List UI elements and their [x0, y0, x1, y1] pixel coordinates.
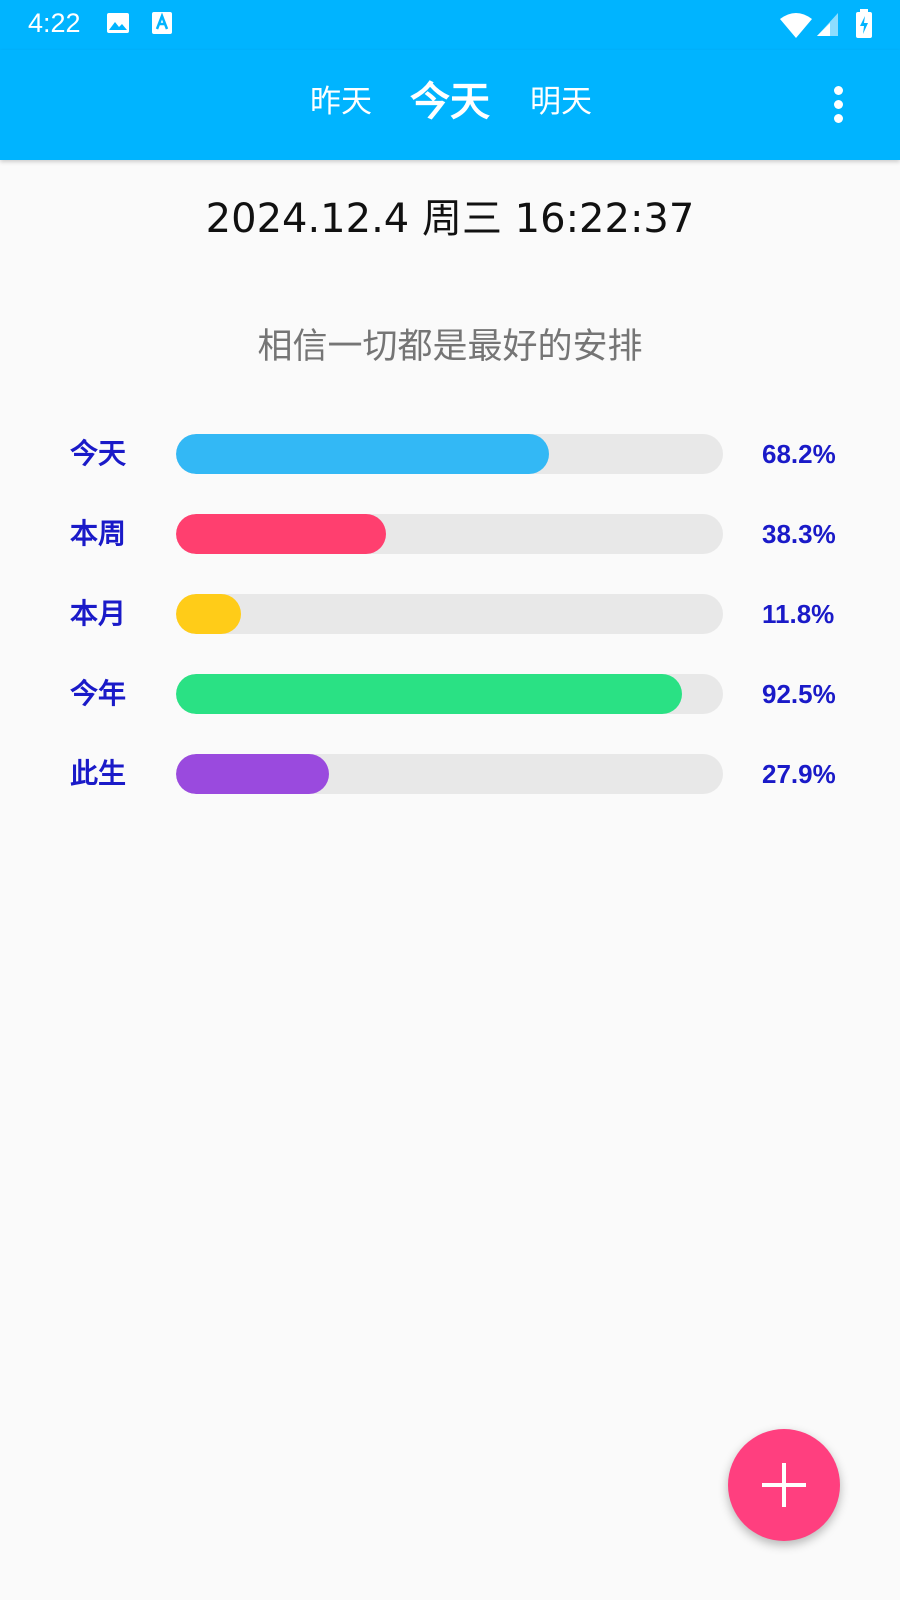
current-datetime: 2024.12.4 周三 16:22:37 — [205, 196, 695, 242]
status-bar: 4:22 — [0, 0, 900, 50]
progress-percent: 68.2% — [762, 439, 836, 469]
plus-icon — [762, 1463, 806, 1507]
progress-fill — [176, 594, 241, 634]
tab-today[interactable]: 今天 — [410, 79, 490, 125]
progress-row-year: 今年 92.5% — [0, 674, 900, 714]
progress-track — [176, 514, 723, 554]
progress-percent: 92.5% — [762, 679, 836, 709]
signal-icon — [817, 13, 838, 36]
progress-fill — [176, 514, 386, 554]
font-icon — [152, 12, 172, 34]
image-icon — [107, 13, 129, 33]
progress-track — [176, 594, 723, 634]
progress-label: 本月 — [70, 597, 127, 630]
progress-fill — [176, 754, 329, 794]
tab-yesterday[interactable]: 昨天 — [310, 84, 372, 120]
wifi-icon — [780, 13, 812, 38]
app-bar: 昨天 今天 明天 — [0, 50, 900, 160]
progress-label: 今年 — [70, 677, 127, 710]
battery-charging-icon — [856, 9, 872, 38]
progress-row-month: 本月 11.8% — [0, 594, 900, 634]
progress-fill — [176, 434, 550, 474]
progress-row-life: 此生 27.9% — [0, 754, 900, 794]
progress-row-week: 本周 38.3% — [0, 514, 900, 554]
progress-percent: 27.9% — [762, 759, 836, 789]
progress-label: 本周 — [70, 517, 127, 550]
progress-fill — [176, 674, 682, 714]
status-time: 4:22 — [28, 8, 81, 38]
progress-row-today: 今天 68.2% — [0, 434, 900, 474]
progress-track — [176, 674, 723, 714]
more-vert-icon[interactable] — [826, 86, 852, 126]
progress-percent: 11.8% — [762, 599, 835, 629]
motto-text: 相信一切都是最好的安排 — [257, 327, 643, 367]
progress-track — [176, 754, 723, 794]
tab-tomorrow[interactable]: 明天 — [530, 84, 592, 120]
progress-track — [176, 434, 723, 474]
progress-percent: 38.3% — [762, 519, 836, 549]
progress-label: 此生 — [70, 757, 127, 790]
add-button[interactable] — [728, 1429, 840, 1541]
progress-label: 今天 — [70, 437, 127, 470]
